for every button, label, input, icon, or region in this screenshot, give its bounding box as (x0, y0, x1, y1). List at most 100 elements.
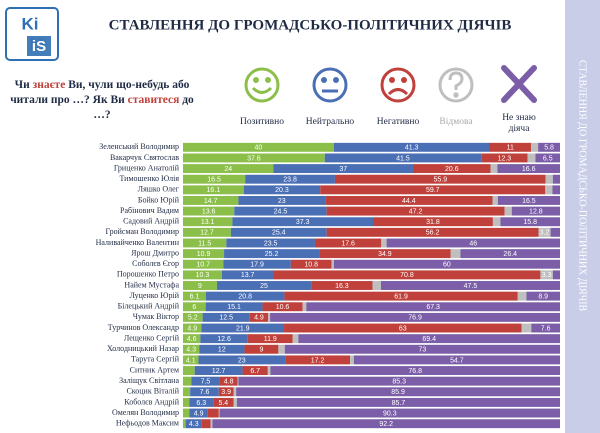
bar-segment (273, 270, 541, 280)
bar-segment (517, 291, 527, 301)
data-label: 4.8 (224, 379, 234, 386)
bar-segment (249, 312, 269, 322)
question-text: знаєте (32, 79, 66, 91)
bar-segment (262, 302, 303, 312)
data-label: 37 (339, 166, 347, 173)
bar-segment (194, 366, 243, 376)
y-tick-label: Зеленський Володимир (99, 142, 179, 151)
data-label: 6.5 (543, 155, 553, 162)
data-label: 10.9 (197, 251, 211, 258)
data-label: 61.9 (394, 293, 408, 300)
y-tick-label: Луценко Юрій (129, 291, 179, 300)
data-label: 17.2 (311, 357, 325, 364)
bar-segment (284, 323, 522, 333)
data-label: 47.5 (464, 283, 478, 290)
bar-segment (270, 366, 560, 376)
bar-segment (285, 355, 351, 365)
bar-segment (481, 153, 528, 163)
bar-segment (183, 195, 239, 205)
data-label: 23 (238, 357, 246, 364)
bar-segment (278, 344, 285, 354)
bar-segment (298, 334, 560, 344)
question-text: Ви, чули що-небудь або читали про …? Як … (10, 79, 190, 106)
bar-segment (234, 206, 327, 216)
bar-segment (531, 323, 560, 333)
data-label: 25.4 (272, 230, 286, 237)
bar-segment (320, 185, 546, 195)
data-label: 13.6 (202, 208, 216, 215)
bar-segment (521, 323, 532, 333)
sidebar-text: СТАВЛЕННЯ ДО ГРОМАДСЬКО-ПОЛІТИЧНИХ ДІЯЧІ… (577, 60, 588, 312)
data-label: 25 (260, 283, 268, 290)
y-tick-label: Тимошенко Юлія (119, 174, 179, 183)
bar-segment (497, 195, 560, 205)
data-label: 70.8 (400, 272, 414, 279)
data-label: 20.8 (238, 293, 252, 300)
bar-segment (201, 419, 211, 429)
data-label: 15.8 (523, 219, 537, 226)
bar-segment (183, 174, 246, 184)
bar-segment (526, 291, 560, 301)
y-tick-label: Гройсман Володимир (106, 227, 179, 236)
bar-segment (221, 270, 274, 280)
data-label: 44.4 (402, 198, 416, 205)
icon-negative (380, 67, 416, 103)
data-label: 4.9 (187, 325, 197, 332)
bar-segment (538, 142, 560, 152)
bar-segment (284, 291, 518, 301)
bar-segment (183, 291, 206, 301)
data-label: 5.2 (188, 315, 198, 322)
data-label: 4.6 (187, 336, 197, 343)
data-label: 76.8 (408, 368, 422, 375)
bar-segment (223, 259, 291, 269)
data-label: 12.6 (217, 336, 231, 343)
data-label: 63 (399, 325, 407, 332)
data-label: 56.2 (426, 230, 440, 237)
data-label: 23.8 (283, 177, 297, 184)
y-tick-label: Коболєв Андрій (124, 397, 179, 406)
bar-segment (500, 217, 560, 227)
question: Чи знаєте Ви, чули що-небудь або читали … (2, 78, 202, 123)
bar-segment (552, 270, 560, 280)
bar-segment (201, 323, 285, 333)
data-label: 11.9 (264, 336, 277, 343)
bar-segment (325, 195, 493, 205)
data-label: 15.1 (227, 304, 241, 311)
bar-segment (183, 302, 206, 312)
bar-segment (386, 238, 560, 248)
data-label: 17.9 (250, 262, 264, 269)
data-label: 55.9 (433, 177, 447, 184)
data-label: 7.6 (200, 389, 210, 396)
data-label: 67.3 (426, 304, 440, 311)
bar-segment (497, 164, 560, 174)
bar-segment (333, 259, 560, 269)
icon-refusal (438, 67, 474, 103)
logo-fill (27, 36, 51, 56)
bar-segment (190, 387, 219, 397)
data-label: 13.1 (201, 219, 215, 226)
chart-title: СТАВЛЕННЯ ДО ГРОМАДСЬКО-ПОЛІТИЧНИХ ДІЯЧІ… (109, 17, 512, 33)
bar-segment (233, 397, 237, 407)
y-tick-label: Найем Мустафа (124, 280, 179, 289)
y-tick-label: Ляшко Олег (138, 185, 180, 194)
bar-segment (232, 217, 374, 227)
bar-segment (183, 270, 222, 280)
bar-segment (333, 142, 490, 152)
data-label: 90.3 (383, 410, 397, 417)
data-label: 17.6 (341, 240, 355, 247)
bar-segment (218, 408, 220, 418)
y-tick-label: Садовий Андрій (123, 217, 180, 226)
bar-segment (210, 419, 213, 429)
bar-segment (550, 227, 560, 237)
bar-segment (530, 142, 539, 152)
data-label: 16.3 (335, 283, 349, 290)
data-label: 23 (278, 198, 286, 205)
data-label: 6.3 (196, 400, 206, 407)
bar-segment (373, 217, 493, 227)
data-label: 6 (192, 304, 196, 311)
bar-segment (233, 387, 237, 397)
data-label: 7.5 (201, 379, 211, 386)
bar-segment (191, 376, 220, 386)
data-label: 4.3 (186, 347, 196, 354)
